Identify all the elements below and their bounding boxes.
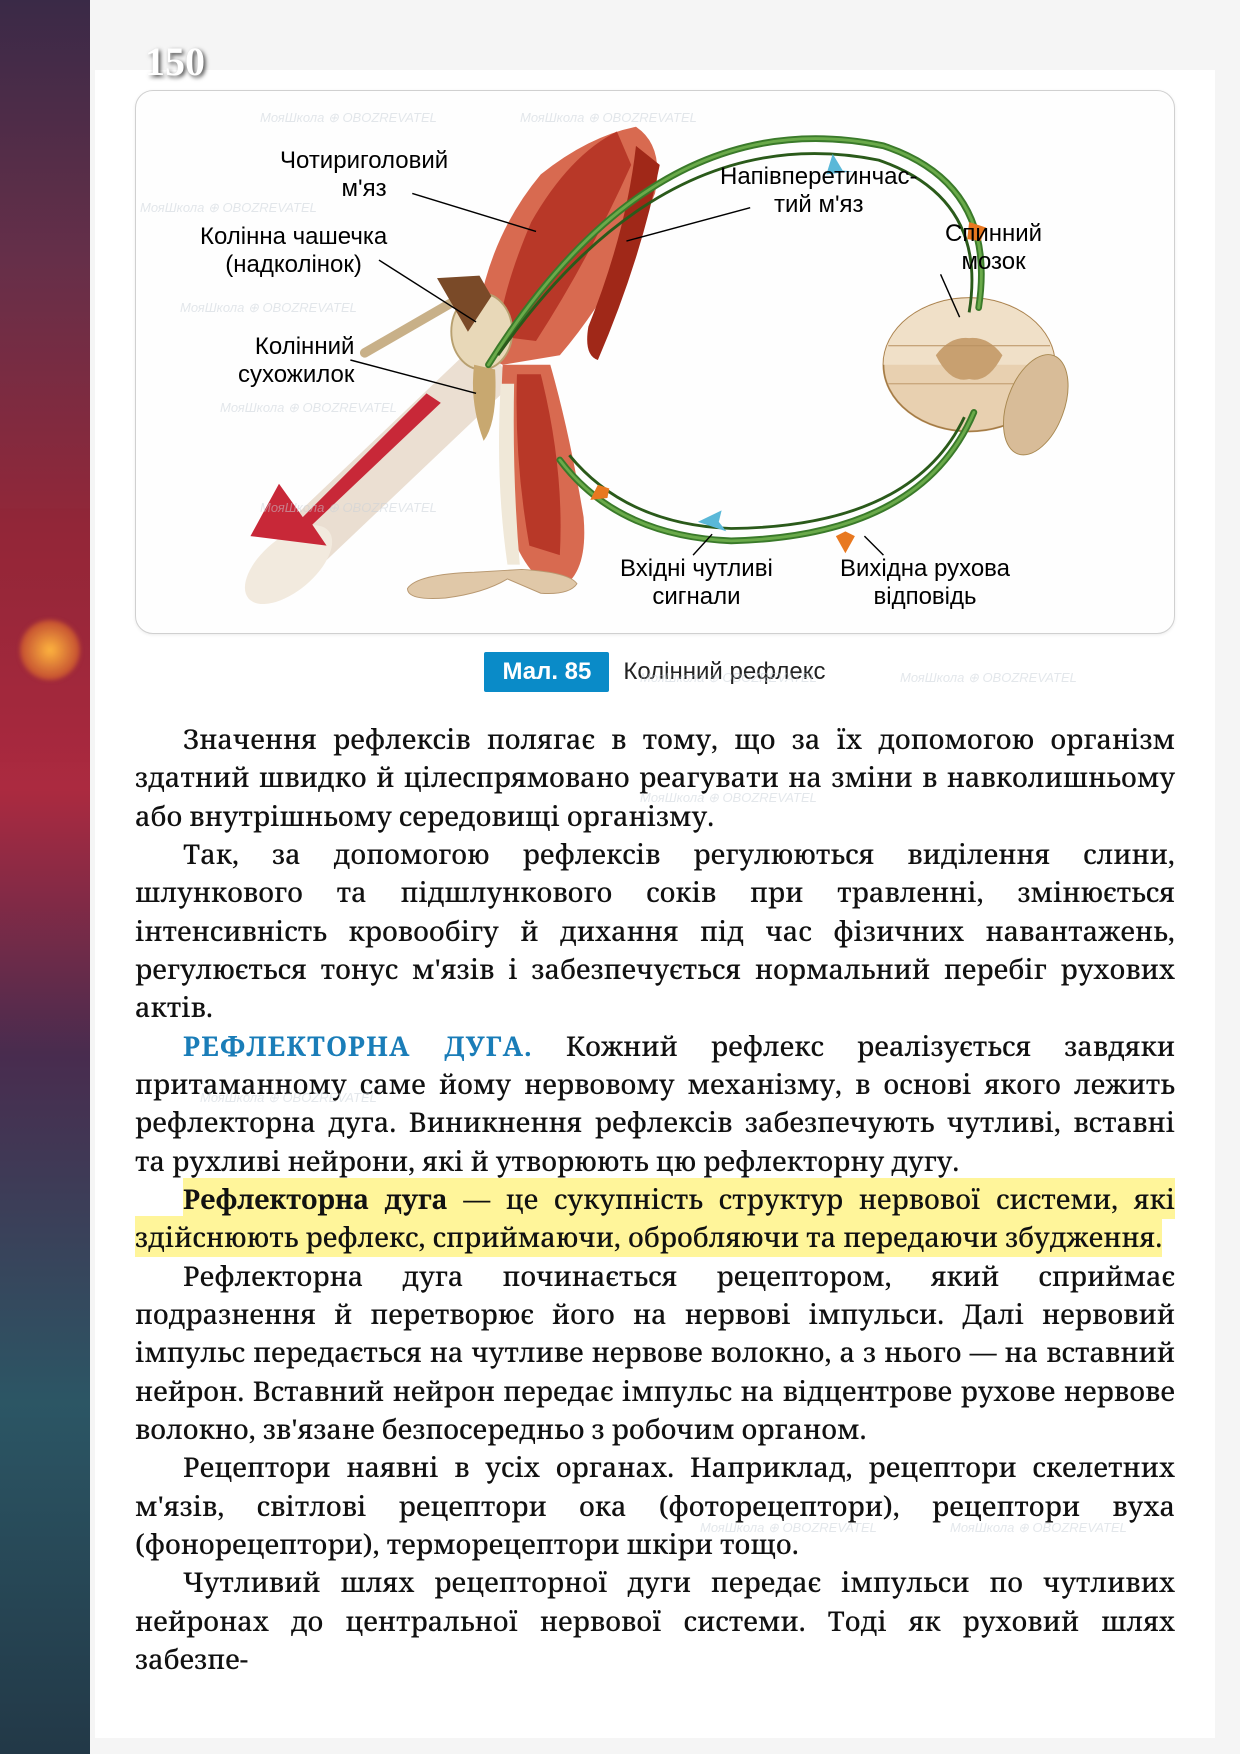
label-patella: Колінна чашечка (надколінок): [200, 223, 387, 278]
caption-badge: Мал. 85: [484, 652, 609, 692]
watermark: МояШкола ⊕ OBOZREVATEL: [640, 670, 817, 686]
label-efferent: Вихідна рухова відповідь: [840, 555, 1010, 610]
label-tendon: Колінний сухожилок: [238, 333, 354, 388]
definition-block: Рефлекторна дуга — це сукупність структу…: [135, 1180, 1175, 1257]
paragraph-7: Чутливий шлях рецепторної дуги передає і…: [135, 1563, 1175, 1678]
figure-card: Чотириголовий м'яз Колінна чашечка (надк…: [135, 90, 1175, 634]
watermark: МояШкола ⊕ OBOZREVATEL: [200, 1090, 377, 1106]
page-number: 150: [145, 38, 205, 85]
watermark: МояШкола ⊕ OBOZREVATEL: [140, 200, 317, 216]
page-left-decoration: [0, 0, 90, 1754]
paragraph-5: Рефлекторна дуга починається рецептором,…: [135, 1257, 1175, 1449]
reflex-diagram: Чотириголовий м'яз Колінна чашечка (надк…: [160, 105, 1150, 615]
label-quadriceps: Чотириголовий м'яз: [280, 147, 448, 202]
watermark: МояШкола ⊕ OBOZREVATEL: [260, 110, 437, 126]
watermark: МояШкола ⊕ OBOZREVATEL: [700, 1520, 877, 1536]
watermark: МояШкола ⊕ OBOZREVATEL: [640, 790, 817, 806]
page-content: Чотириголовий м'яз Колінна чашечка (надк…: [95, 70, 1215, 1738]
section-heading: РЕФЛЕКТОРНА ДУГА.: [183, 1027, 533, 1064]
definition-term: Рефлекторна дуга: [183, 1180, 448, 1217]
watermark: МояШкола ⊕ OBOZREVATEL: [260, 500, 437, 516]
paragraph-6: Рецептори наявні в усіх органах. Наприкл…: [135, 1448, 1175, 1563]
label-afferent: Вхідні чутливі сигнали: [620, 555, 773, 610]
watermark: МояШкола ⊕ OBOZREVATEL: [520, 110, 697, 126]
paragraph-2: Так, за допомогою рефлексів регулюються …: [135, 835, 1175, 1027]
label-semimembranosus: Напівперетинчас- тий м'яз: [720, 163, 918, 218]
label-spinal-cord: Спинний мозок: [945, 220, 1042, 275]
watermark: МояШкола ⊕ OBOZREVATEL: [900, 670, 1077, 686]
watermark: МояШкола ⊕ OBOZREVATEL: [220, 400, 397, 416]
watermark: МояШкола ⊕ OBOZREVATEL: [180, 300, 357, 316]
paragraph-1: Значення рефлексів полягає в тому, що за…: [135, 720, 1175, 835]
watermark: МояШкола ⊕ OBOZREVATEL: [950, 1520, 1127, 1536]
